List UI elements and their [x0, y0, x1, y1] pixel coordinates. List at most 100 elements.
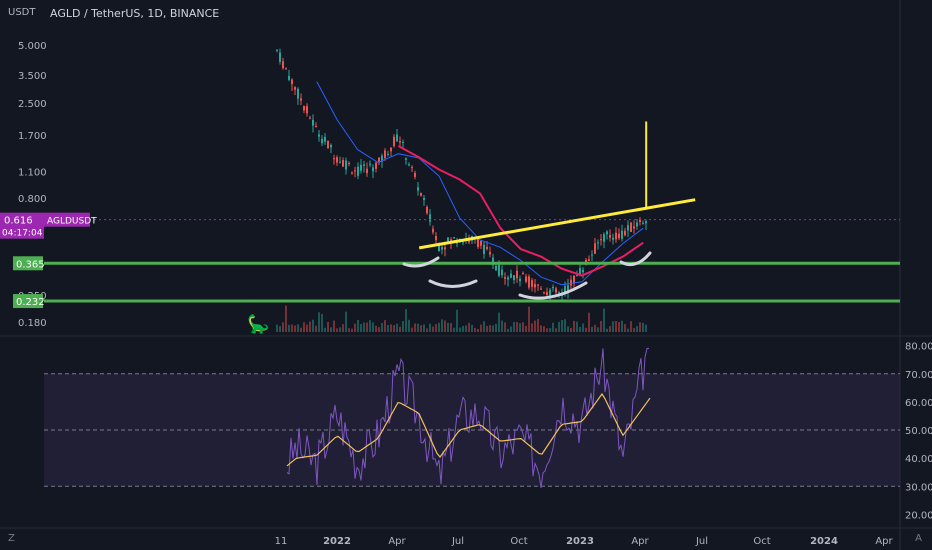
candle-body — [468, 239, 470, 243]
volume-bar — [468, 322, 470, 332]
volume-bar — [618, 321, 620, 332]
candle-body — [390, 147, 392, 152]
volume-bar — [321, 314, 323, 332]
volume-bar — [498, 312, 500, 332]
rsi-tick-label: 60.00 — [905, 398, 932, 409]
volume-bar — [564, 319, 566, 332]
timezone-button[interactable]: Z — [8, 533, 15, 544]
price-tick-label: 0.180 — [18, 318, 47, 329]
volume-bar — [585, 327, 587, 332]
candle-body — [282, 61, 284, 69]
candle-body — [570, 279, 572, 286]
candle-body — [477, 238, 479, 247]
candle-body — [480, 241, 482, 246]
volume-bar — [504, 322, 506, 332]
volume-bar — [447, 322, 449, 332]
volume-bar — [411, 327, 413, 332]
volume-bar — [570, 328, 572, 332]
volume-bar — [534, 320, 536, 332]
volume-bar — [480, 324, 482, 332]
candle-body — [432, 228, 434, 233]
volume-bar — [486, 325, 488, 332]
time-tick-label: Apr — [388, 536, 406, 547]
rsi-tick-label: 80.00 — [905, 342, 932, 353]
volume-bar — [315, 325, 317, 332]
volume-bar — [555, 328, 557, 332]
candle-body — [534, 284, 536, 288]
candle-body — [393, 136, 395, 147]
volume-bar — [360, 324, 362, 332]
candle-body — [630, 222, 632, 232]
candle-body — [384, 150, 386, 158]
volume-bar — [477, 328, 479, 332]
price-tick-label: 5.000 — [18, 41, 47, 52]
candle-body — [381, 155, 383, 162]
candle-body — [300, 98, 302, 101]
volume-bar — [354, 323, 356, 332]
candle-body — [345, 160, 347, 170]
candle-body — [333, 158, 335, 160]
volume-bar — [444, 320, 446, 332]
rsi-line — [286, 347, 649, 488]
volume-bar — [330, 327, 332, 332]
volume-bar — [492, 325, 494, 332]
volume-bar — [432, 326, 434, 332]
volume-bar — [426, 328, 428, 332]
volume-bar — [531, 323, 533, 332]
candle-body — [549, 290, 551, 297]
volume-bar — [528, 306, 530, 332]
candle-body — [291, 79, 293, 85]
candle-body — [447, 237, 449, 242]
candle-body — [537, 284, 539, 286]
candle-body — [522, 272, 524, 274]
volume-bar — [396, 323, 398, 332]
volume-bar — [309, 321, 311, 332]
ma-fast-line — [316, 81, 644, 286]
volume-bar — [510, 326, 512, 332]
symbol-badge-label: AGLDUSDT — [47, 217, 97, 227]
candle-body — [531, 280, 533, 287]
candle-body — [621, 230, 623, 239]
candle-body — [615, 232, 617, 240]
candle-body — [495, 265, 497, 271]
candle-body — [429, 214, 431, 222]
volume-bar — [288, 324, 290, 332]
volume-bar — [582, 323, 584, 332]
volume-bar — [375, 325, 377, 332]
rsi-tick-label: 20.00 — [905, 510, 932, 521]
volume-bar — [387, 324, 389, 332]
candle-body — [435, 235, 437, 241]
unit-label: USDT — [8, 7, 36, 18]
candle-body — [558, 292, 560, 294]
candle-body — [591, 254, 593, 256]
volume-bar — [483, 321, 485, 332]
volume-bar — [414, 323, 416, 332]
volume-bar — [366, 322, 368, 332]
time-tick-label: Apr — [631, 536, 649, 547]
volume-bar — [546, 328, 548, 332]
candle-body — [411, 167, 413, 169]
volume-bar — [378, 327, 380, 332]
volume-bar — [276, 324, 278, 332]
candle-body — [426, 206, 428, 214]
candle-body — [519, 278, 521, 282]
price-tick-label: 2.500 — [18, 99, 47, 110]
candle-body — [597, 242, 599, 244]
volume-bar — [540, 325, 542, 332]
candle-body — [315, 125, 317, 128]
volume-bar — [633, 328, 635, 332]
price-tick-label: 1.100 — [18, 167, 47, 178]
volume-bar — [597, 327, 599, 332]
candle-body — [453, 237, 455, 239]
candle-body — [285, 68, 287, 70]
candle-body — [402, 141, 404, 143]
time-tick-label: 2022 — [323, 536, 351, 547]
candle-body — [576, 275, 578, 277]
candle-body — [417, 187, 419, 191]
candle-body — [582, 269, 584, 273]
candle-body — [510, 273, 512, 278]
candle-body — [363, 164, 365, 166]
candle-body — [327, 140, 329, 149]
auto-scale-button[interactable]: A — [915, 533, 922, 544]
